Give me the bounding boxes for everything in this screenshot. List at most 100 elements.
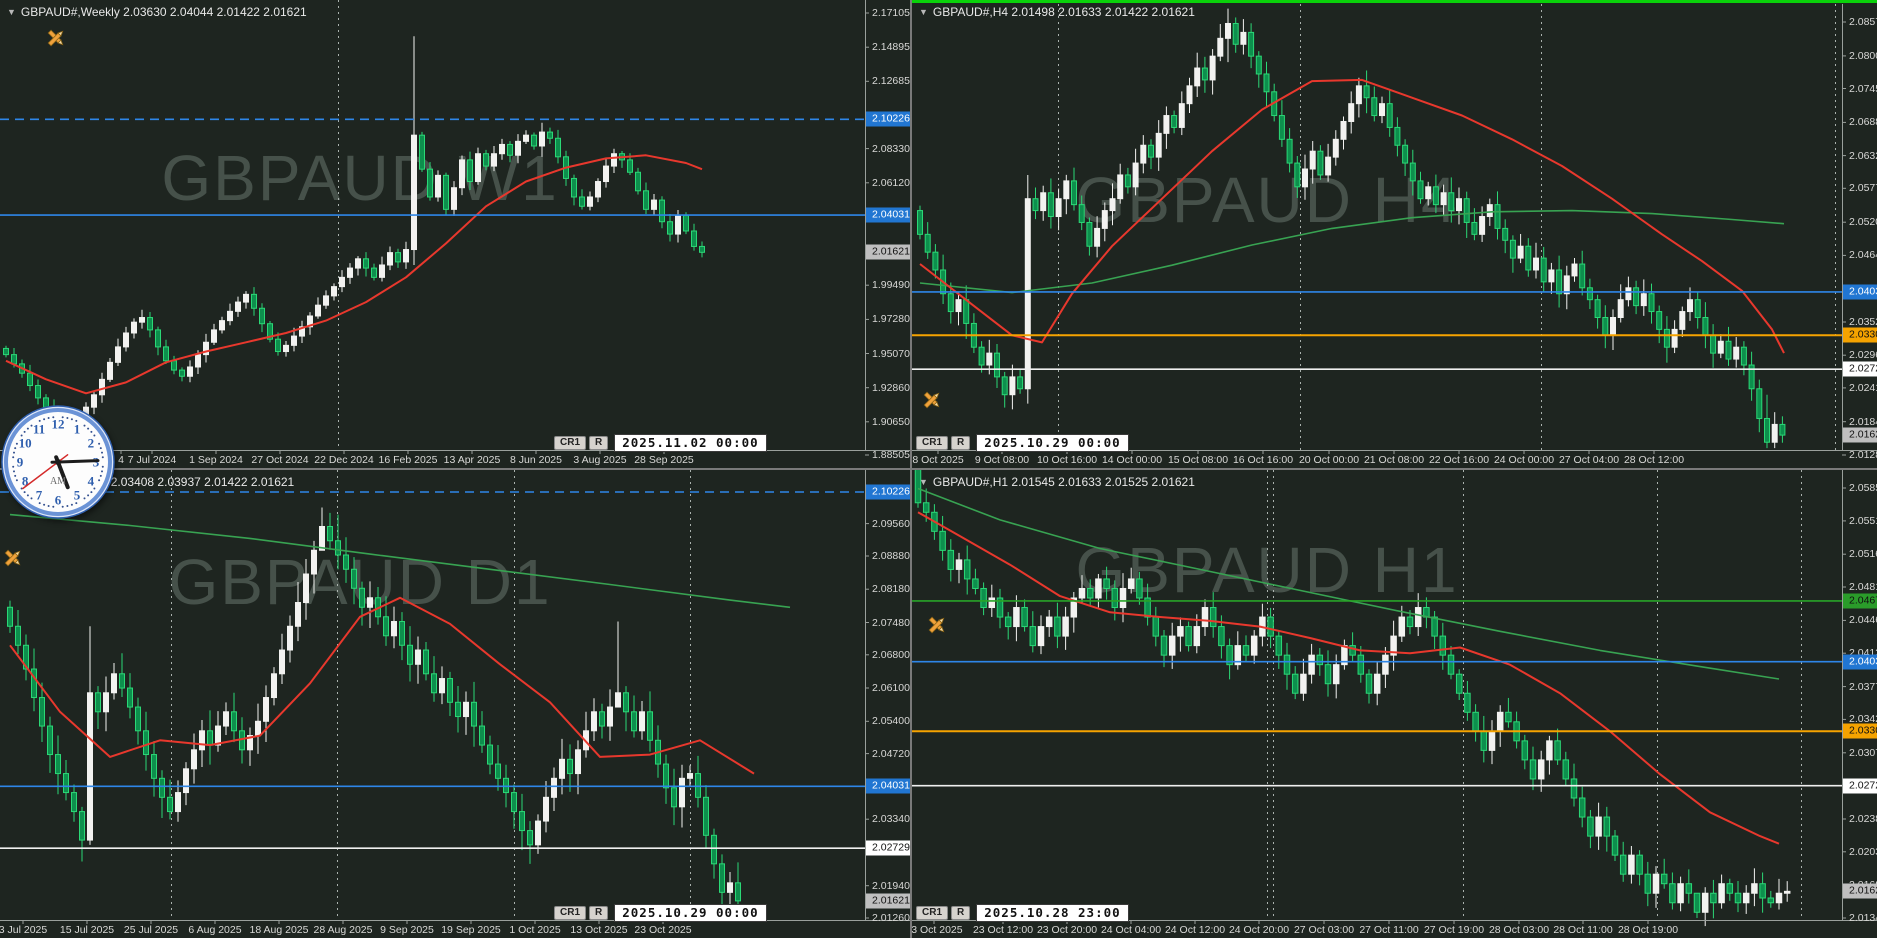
chart-menu-arrow-icon[interactable]: ▼ [919,7,928,17]
date-label: 9 Oct 08:00 [974,454,1030,466]
price-label: 2.09560 [872,517,910,530]
date-label: 13 Apr 2025 [443,454,501,466]
price-badge-blue: 2.04031 [866,207,910,223]
price-axis[interactable]: 2.10226 2.09560 2.08880 2.08180 2.07480 2.068… [865,470,910,938]
price-axis[interactable]: 2.08575 2.08005 2.07455 2.06885 2.06325 2.057… [1842,0,1877,468]
price-badge-gray: 2.01621 [866,244,910,260]
chart-plot[interactable] [912,470,1877,938]
chart-watermark: GBPAUD H4 [1075,164,1459,236]
analog-clock[interactable]: 123456789101112AM [0,404,116,525]
date-label: 1 Oct 2025 [509,924,561,936]
date-box[interactable]: 2025.10.29 00:00 [976,434,1129,452]
date-label: 19 Sep 2025 [441,924,501,936]
price-badge-white: 2.02729 [866,840,910,856]
crossed-pencils-icon [925,613,949,637]
date-label: 7 Jul 2024 [127,454,177,466]
level-lines [912,291,1842,371]
price-label: 2.08575 [1849,16,1877,28]
price-label: 2.06100 [872,682,910,694]
crossed-pencils-icon [44,26,68,50]
date-label: 24 Oct 00:00 [1493,454,1555,466]
date-label: 4 [118,454,124,466]
r-button[interactable]: R [951,436,971,450]
price-label: 2.07480 [872,616,910,629]
date-box[interactable]: 2025.10.29 00:00 [614,904,767,922]
axis-frame [0,0,910,456]
price-label: 2.01845 [1849,415,1877,428]
price-badge-gray: 2.01621 [1843,427,1877,443]
price-badge-orange: 2.03300 [1843,723,1877,739]
price-badge-blue: 2.04031 [1843,654,1877,670]
price-label: 2.05400 [872,715,910,728]
clock-numeral: 6 [55,493,62,508]
chart-panel-h1[interactable]: GBPAUD H1 ▼ GBPAUD#,H1 2.01545 2.01633 2.… [912,470,1877,938]
date-label: 25 Jul 2025 [123,924,179,936]
date-label: 18 Aug 2025 [249,924,309,936]
time-axis[interactable]: 8 Oct 2025 9 Oct 08:00 10 Oct 16:00 14 Oct … [912,452,1877,468]
date-label: 22 Oct 16:00 [1428,454,1490,466]
price-badge-green: 2.04670 [1843,593,1877,609]
time-axis[interactable]: 3 Jul 2025 15 Jul 2025 25 Jul 2025 6 Aug 20… [0,922,910,938]
date-label: 23 Oct 12:00 [972,924,1034,936]
date-label: 28 Oct 11:00 [1553,924,1613,936]
date-box[interactable]: 2025.11.02 00:00 [614,434,767,452]
date-label: 14 Oct 00:00 [1101,454,1163,466]
price-label: 2.02415 [1849,381,1877,394]
price-label: 2.05160 [1849,548,1877,561]
date-label: 20 Oct 00:00 [1298,454,1360,466]
active-chart-indicator [912,0,1877,3]
chart-menu-arrow-icon[interactable]: ▼ [919,477,928,487]
price-axis[interactable]: 2.05855 2.05510 2.05160 2.048152.04670 2.044… [1842,470,1877,938]
chart-panel-h4[interactable]: GBPAUD H4 ▼ GBPAUD#,H4 2.01498 2.01633 2.… [912,0,1877,468]
clock-numeral: 8 [22,474,29,489]
cr1-button[interactable]: CR1 [554,436,587,450]
price-label: 2.01940 [872,879,910,892]
cr1-button[interactable]: CR1 [916,436,949,450]
ma-red-line [9,596,755,775]
date-label: 23 Oct 2025 [634,924,692,936]
date-label: 28 Oct 03:00 [1488,924,1550,936]
candles-layer [3,36,705,452]
r-button[interactable]: R [951,906,971,920]
price-label: 2.14895 [872,41,910,54]
chart-menu-arrow-icon[interactable]: ▼ [7,7,16,17]
cr1-button[interactable]: CR1 [554,906,587,920]
date-label: 9 Sep 2025 [380,924,434,936]
chart-header: ▼ GBPAUD#,H4 2.01498 2.01633 2.01422 2.01… [919,5,1195,19]
price-label: 2.06800 [872,648,910,661]
chart-toolbar: CR1 R 2025.10.29 00:00 [554,904,767,922]
date-label: 3 Jul 2025 [0,924,48,936]
price-label: 2.08880 [872,550,910,562]
price-badge-gray: 2.01621 [1843,883,1877,899]
price-label: 2.04465 [1849,614,1877,627]
clock-numeral: 7 [36,487,43,502]
chart-plot[interactable] [0,470,910,938]
chart-header: ▼ GBPAUD#,H1 2.01545 2.01633 2.01525 2.01… [919,475,1195,489]
date-label: 27 Oct 04:00 [1558,454,1620,466]
candles-layer [914,470,1791,927]
price-label: 2.06325 [1849,149,1877,162]
cr1-button[interactable]: CR1 [916,906,949,920]
date-label: 24 Oct 20:00 [1228,924,1290,936]
crossed-pencils-icon [920,388,944,412]
date-label: 28 Oct 12:00 [1623,454,1685,466]
chart-plot[interactable] [912,0,1877,468]
price-label: 2.05855 [1849,482,1877,494]
price-axis[interactable]: 2.17105 2.14895 2.12685 2.10226 2.08330 2.061… [865,0,910,468]
price-badge-orange: 2.03300 [1843,327,1877,343]
r-button[interactable]: R [589,906,609,920]
date-label: 16 Oct 16:00 [1232,454,1294,466]
price-badge-blue: 2.10226 [866,484,910,500]
chart-plot[interactable] [0,0,910,468]
date-label: 8 Jun 2025 [510,454,562,466]
r-button[interactable]: R [589,436,609,450]
price-label: 2.04720 [872,747,910,760]
chart-panel-daily[interactable]: GBPAUD D1 ▼GBPAUD#,Daily 2.03408 2.03937… [0,470,910,938]
date-box[interactable]: 2025.10.28 23:00 [976,904,1129,922]
date-label: 27 Oct 03:00 [1293,924,1355,936]
date-label: 23 Oct 20:00 [1036,924,1098,936]
chart-panel-weekly[interactable]: GBPAUD W1 ▼ GBPAUD#,Weekly 2.03630 2.0404… [0,0,910,468]
chart-title: GBPAUD#,H1 2.01545 2.01633 2.01525 2.016… [932,475,1195,489]
